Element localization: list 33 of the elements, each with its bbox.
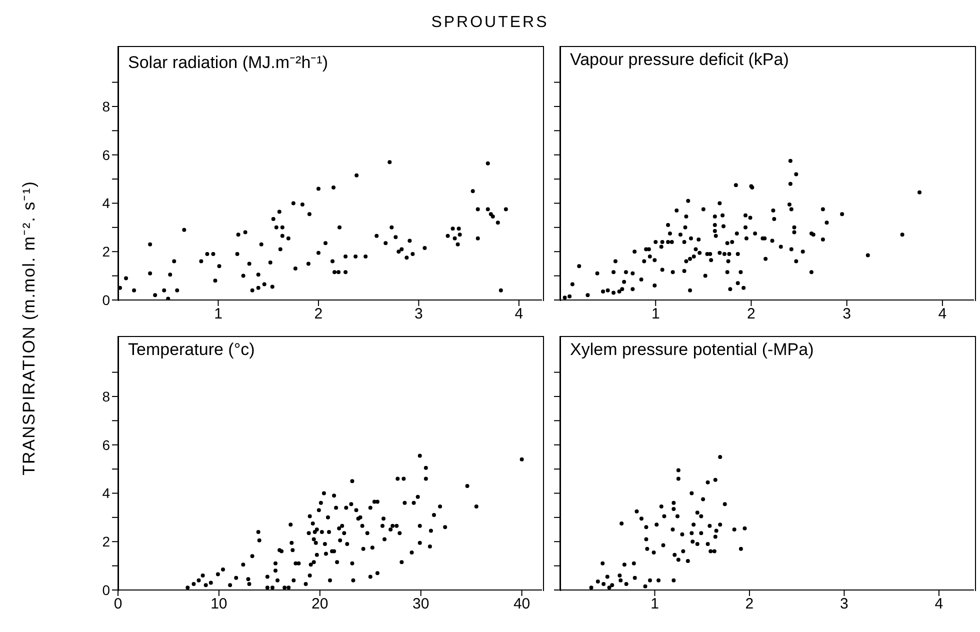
text: SPROUTERS	[430, 14, 550, 32]
chart-title: Xylem pressure potential (-MPa)	[570, 340, 814, 360]
x-tick-label: 3	[840, 596, 848, 613]
y-tick-label: 2	[102, 244, 110, 260]
chart-title: Solar radiation (MJ.m⁻²h⁻¹)	[128, 52, 328, 73]
y-tick-label: 2	[102, 534, 110, 550]
y-tick-label: 6	[102, 436, 110, 453]
x-tick-label: 1	[650, 596, 659, 613]
chart-title: Temperature (°c)	[128, 340, 255, 360]
x-tick-label: 4	[938, 306, 947, 323]
x-tick-label: 1	[651, 306, 660, 323]
x-tick-label: 1	[214, 306, 222, 323]
x-tick-label: 4	[514, 306, 524, 323]
y-tick-label: 0	[102, 582, 110, 598]
y-tick-label: 4	[102, 485, 110, 502]
y-axis-title: TRANSPIRATION (m.mol. m⁻². s⁻¹)	[18, 180, 40, 476]
x-tick-label: 3	[414, 306, 423, 323]
x-tick-label: 3	[842, 306, 852, 323]
x-tick-label: 0	[114, 596, 122, 613]
x-tick-label: 2	[745, 596, 754, 613]
x-tick-label: 2	[314, 306, 323, 323]
x-tick-label: 10	[210, 596, 228, 613]
x-tick-label: 4	[934, 596, 944, 613]
x-tick-label: 2	[747, 306, 756, 323]
y-tick-label: 8	[102, 388, 110, 404]
x-tick-label: 40	[513, 596, 530, 613]
y-tick-label: 6	[102, 146, 110, 163]
chart-title: Vapour pressure deficit (kPa)	[570, 50, 789, 70]
y-tick-label: 4	[102, 195, 110, 212]
x-tick-label: 30	[412, 596, 430, 613]
x-tick-label: 20	[312, 596, 328, 613]
y-tick-label: 0	[102, 292, 110, 308]
y-tick-label: 8	[102, 98, 110, 114]
